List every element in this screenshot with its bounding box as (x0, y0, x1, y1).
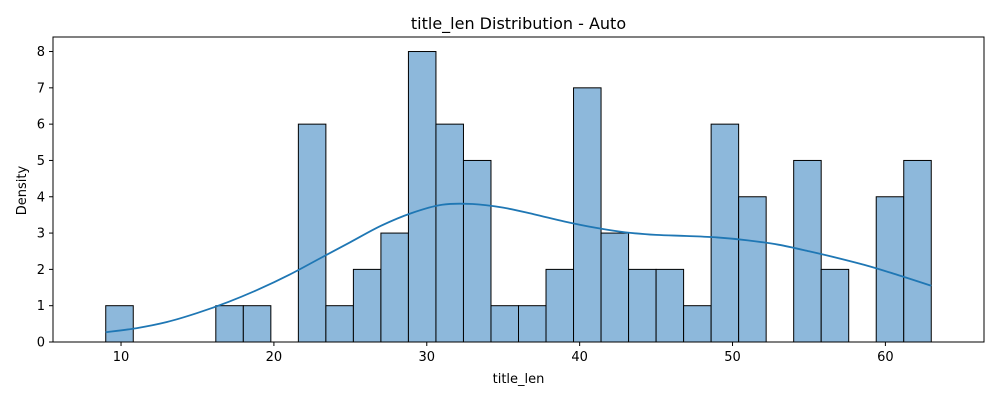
histogram-bar (628, 268, 657, 343)
chart-title: title_len Distribution - Auto (411, 14, 626, 34)
x-tick-label: 20 (266, 350, 283, 365)
histogram-bar (105, 305, 134, 343)
histogram-bar (407, 51, 437, 343)
y-tick-label: 0 (37, 336, 45, 351)
y-tick-label: 1 (37, 299, 45, 314)
histogram-bar (297, 123, 327, 343)
kde-layer (105, 202, 932, 334)
histogram-bar (518, 305, 547, 343)
histogram-bar (738, 196, 767, 343)
x-tick-label: 10 (113, 350, 130, 365)
plot-frame (52, 36, 985, 343)
y-tick-label: 2 (37, 263, 45, 278)
histogram-bar (325, 305, 354, 343)
histogram-bar (903, 159, 932, 343)
histogram-bar (490, 305, 519, 343)
histogram-bar (352, 268, 382, 343)
x-tick-label: 40 (571, 350, 588, 365)
bars-layer (105, 51, 932, 343)
histogram-bar (242, 305, 272, 343)
histogram-bar (435, 123, 464, 343)
y-tick-label: 8 (37, 45, 45, 60)
histogram-bar (573, 87, 602, 343)
axes-layer (52, 36, 985, 343)
x-tick-label: 60 (877, 350, 894, 365)
y-tick-label: 4 (37, 190, 45, 205)
histogram-bar (600, 232, 630, 343)
x-axis-label: title_len (493, 372, 545, 387)
histogram-bar (462, 159, 492, 343)
y-tick-label: 7 (37, 81, 45, 96)
x-tick-label: 30 (419, 350, 436, 365)
histogram-bar (710, 123, 740, 343)
ticks-layer: 10 20 30 40 50 60 0 1 2 3 4 5 6 7 8 (37, 45, 894, 365)
histogram-bar (215, 305, 244, 343)
y-axis-label: Density (15, 165, 30, 215)
histogram-bar (683, 305, 712, 343)
histogram-bar (380, 232, 409, 343)
histogram-bar (655, 268, 685, 343)
y-tick-label: 5 (37, 154, 45, 169)
histogram-bar (820, 268, 850, 343)
x-tick-label: 50 (724, 350, 741, 365)
y-tick-label: 6 (37, 118, 45, 133)
kde-line (105, 202, 932, 334)
histogram-bar (545, 268, 575, 343)
y-tick-label: 3 (37, 227, 45, 242)
